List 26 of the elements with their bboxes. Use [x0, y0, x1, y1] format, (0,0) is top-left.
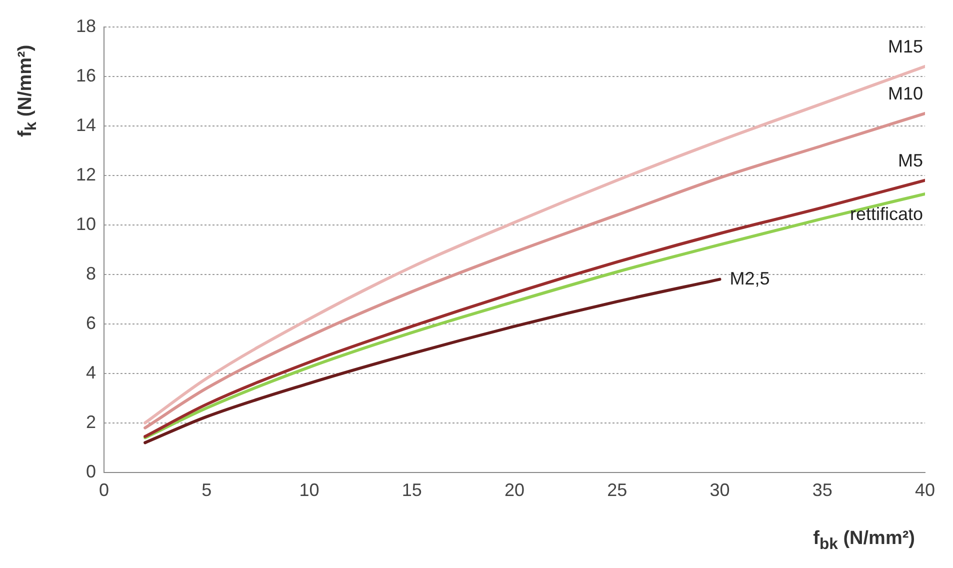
series-label: M5: [898, 150, 923, 170]
y-tick-label: 8: [86, 263, 96, 284]
line-series: [144, 278, 722, 444]
x-tick-label: 5: [202, 480, 212, 500]
y-tick-label: 12: [76, 164, 96, 184]
series-label: M10: [888, 83, 923, 104]
x-axis-title: f$_{bk}$ (N/mm²): [813, 528, 915, 554]
series-label: M15: [888, 36, 923, 56]
y-tick-label: 14: [76, 114, 96, 135]
y-tick-label: 2: [86, 412, 96, 432]
x-tick-label: 0: [99, 480, 110, 500]
x-tick-label: 20: [504, 480, 525, 500]
x-tick-label: 30: [710, 480, 730, 500]
series-label: rettificato: [850, 204, 923, 224]
y-tick-label: 6: [86, 312, 96, 333]
x-tick-label: 10: [299, 480, 320, 500]
x-tick-label: 40: [914, 480, 936, 500]
x-tick-label: 15: [402, 480, 422, 500]
x-tick-label: 25: [607, 480, 628, 500]
y-tick-label: 0: [86, 461, 96, 482]
series-label: M2,5: [730, 268, 770, 288]
y-tick-label: 18: [76, 16, 96, 36]
y-tick-label: 4: [86, 362, 96, 382]
x-tick-label: 35: [812, 480, 832, 500]
y-tick-label: 16: [76, 65, 96, 86]
y-tick-label: 10: [76, 214, 96, 234]
